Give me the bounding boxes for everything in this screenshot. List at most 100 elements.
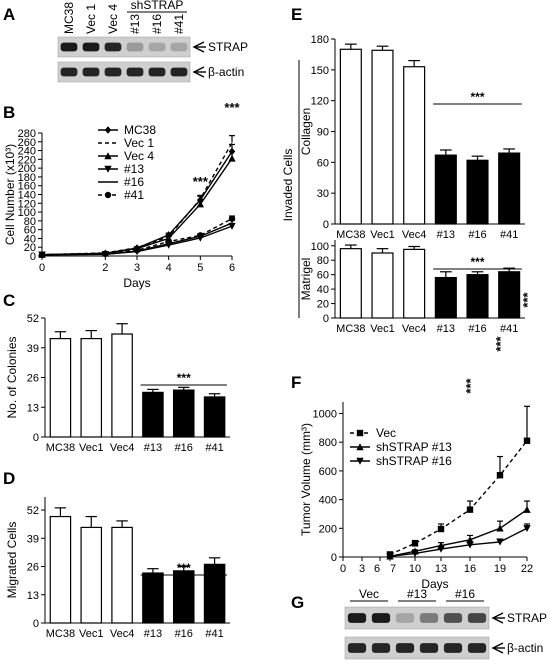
- data-point: [133, 247, 141, 254]
- blot-band: [148, 42, 166, 52]
- x-tick-label: MC38: [46, 628, 75, 640]
- data-point: [466, 536, 474, 543]
- blot-band: [126, 42, 144, 52]
- legend-label: shSTRAP #13: [376, 440, 452, 454]
- significance-label: ***: [224, 100, 240, 115]
- data-point: [104, 126, 112, 134]
- y-tick-label: 160: [18, 181, 36, 193]
- x-tick-label: 22: [521, 563, 533, 575]
- data-point: [228, 215, 236, 222]
- x-tick-label: #41: [205, 628, 223, 640]
- y-tick-label: 0: [33, 432, 39, 444]
- x-tick-label: Vec4: [110, 628, 134, 640]
- bar: [498, 152, 521, 225]
- bar-chart: 0 13 26 39 52 MC38 Vec1 Vec4 #13 #16 #41 *** No. of …: [5, 313, 230, 454]
- bar: [111, 526, 133, 624]
- y-tick-label: 30: [317, 188, 329, 200]
- shared-y-label: Invaded Cells: [281, 149, 295, 222]
- blot-band: [104, 42, 122, 52]
- panel-letter: F: [291, 373, 301, 392]
- band-label: β-actin: [208, 65, 244, 79]
- blot-band: [443, 643, 463, 653]
- data-point: [104, 191, 112, 199]
- bar: [49, 337, 72, 438]
- blot-band: [170, 42, 188, 52]
- y-tick-label: 140: [18, 190, 36, 202]
- x-axis-label: Days: [421, 577, 448, 591]
- blot-band: [395, 643, 415, 653]
- y-tick-label: 40: [24, 233, 36, 245]
- legend-label: #13: [124, 162, 144, 176]
- bar: [371, 49, 394, 225]
- bar-chart: 0 13 26 39 52 MC38 Vec1 Vec4 #13 #16 #41 *** Migrate…: [5, 497, 230, 640]
- blot-band: [443, 613, 463, 623]
- x-tick-label: 7: [390, 563, 396, 575]
- y-tick-label: 52: [27, 313, 39, 325]
- data-point: [496, 538, 504, 546]
- y-tick-label: 180: [18, 172, 36, 184]
- y-axis-label: No. of Colonies: [5, 336, 19, 418]
- x-tick-label: MC38: [336, 229, 365, 241]
- x-tick-label: 5: [197, 262, 203, 274]
- series-line: [41, 218, 233, 256]
- blot-band: [347, 643, 367, 653]
- y-tick-label: 100: [18, 207, 36, 219]
- blot-band: [371, 643, 391, 653]
- band-label: STRAP: [208, 40, 248, 54]
- bar: [434, 276, 457, 319]
- x-tick-label: 19: [494, 563, 506, 575]
- x-tick-label: 6: [229, 262, 235, 274]
- series-line: [389, 509, 528, 557]
- x-tick-label: 2: [102, 262, 108, 274]
- band-label: STRAP: [507, 611, 547, 625]
- legend-label: MC38: [124, 123, 156, 137]
- data-point: [356, 443, 364, 451]
- y-tick-label: 60: [24, 225, 36, 237]
- x-tick-label: 4: [166, 262, 172, 274]
- data-point: [523, 525, 531, 532]
- panel-letter: C: [3, 291, 15, 310]
- bar: [203, 396, 226, 438]
- x-tick-label: Vec1: [370, 229, 394, 241]
- x-tick-label: #16: [175, 442, 193, 454]
- y-tick-label: 120: [311, 96, 329, 108]
- y-tick-label: 39: [27, 533, 39, 545]
- y-tick-label: 39: [27, 343, 39, 355]
- significance-label: ***: [520, 291, 535, 307]
- x-tick-label: 3: [134, 262, 140, 274]
- significance-label: ***: [177, 371, 191, 385]
- blot-strip: [57, 36, 191, 58]
- bar: [111, 333, 133, 438]
- x-tick-label: Vec4: [110, 442, 134, 454]
- blot-band: [419, 613, 439, 623]
- y-tick-label: 13: [27, 402, 39, 414]
- y-axis-label: Cell Number (x10³): [3, 144, 17, 245]
- bar: [434, 154, 457, 225]
- bar: [403, 66, 426, 225]
- group-label: #16: [455, 587, 475, 601]
- series-line: [389, 440, 528, 556]
- data-point: [523, 505, 531, 513]
- y-tick-label: 80: [317, 255, 329, 267]
- lane-label: #41: [172, 14, 186, 34]
- x-tick-label: Vec1: [79, 628, 103, 640]
- x-tick-label: Vec4: [402, 323, 426, 335]
- significance-label: ***: [193, 174, 209, 189]
- blot-band: [126, 67, 144, 77]
- y-tick-label: 0: [323, 219, 329, 231]
- x-tick-label: Vec4: [402, 229, 426, 241]
- lane-label: #13: [128, 14, 142, 34]
- data-point: [496, 471, 504, 479]
- x-tick-label: #41: [500, 229, 518, 241]
- blot-band: [419, 643, 439, 653]
- y-tick-label: 0: [33, 618, 39, 630]
- data-point: [466, 506, 474, 513]
- y-axis-label: Matrigel: [299, 258, 313, 301]
- bar: [371, 252, 394, 319]
- data-point: [386, 553, 394, 560]
- blot-band: [60, 67, 78, 77]
- significance-label: ***: [177, 561, 191, 575]
